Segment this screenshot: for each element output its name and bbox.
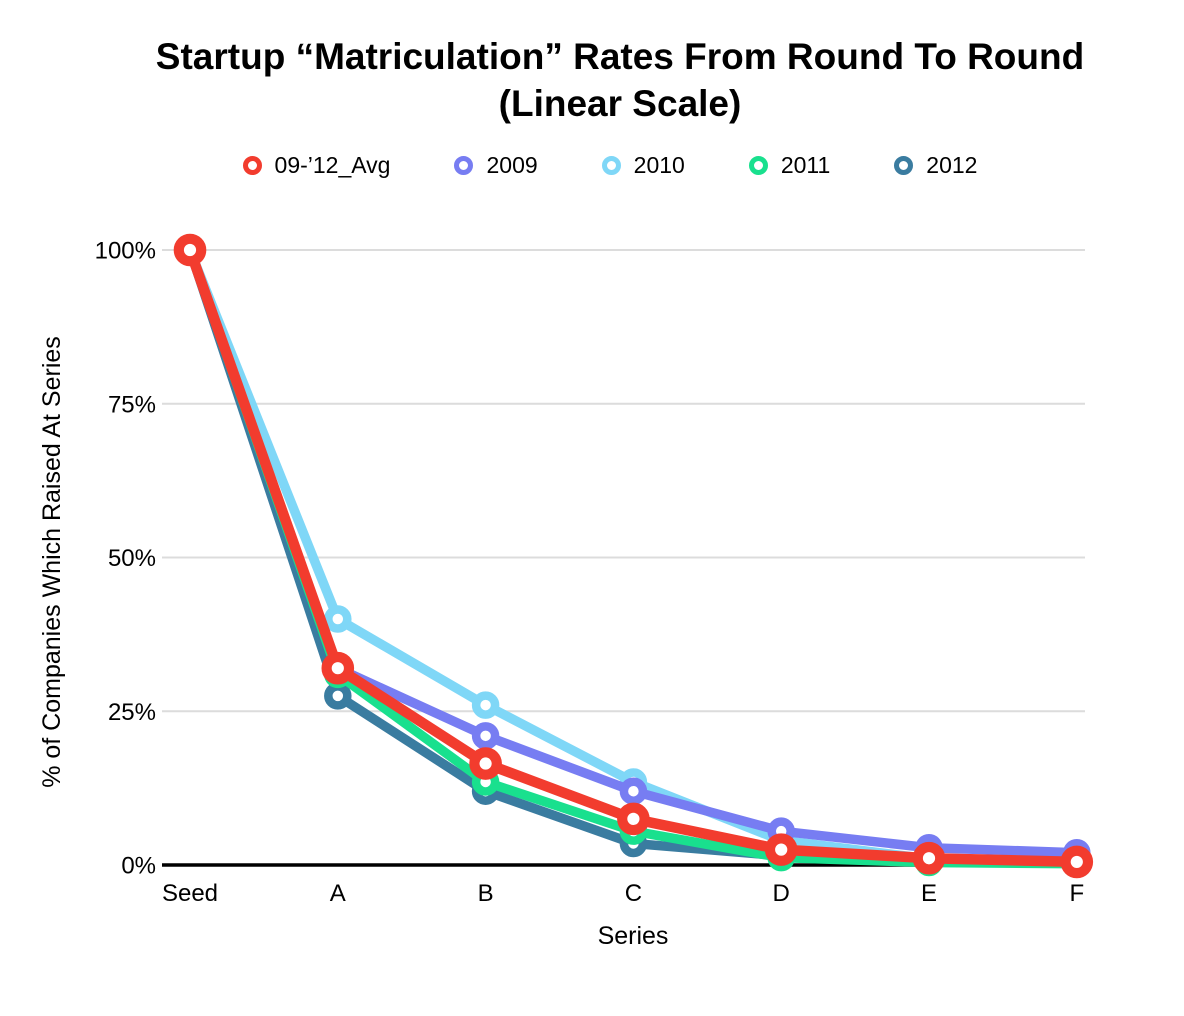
point-09-12-avg-d: [764, 833, 798, 866]
x-tick-label-e: E: [921, 880, 937, 907]
y-tick-label: 75%: [108, 391, 156, 418]
gridlines: [162, 249, 1085, 713]
series-09-12-avg: [173, 233, 1094, 879]
axis-tick-labels: 0% 25% 50% 75% 100% Seed A B C D E F: [95, 238, 1085, 908]
y-tick-label: 50%: [108, 545, 156, 572]
y-tick-label: 25%: [108, 699, 156, 726]
legend-item-2009[interactable]: 2009: [454, 152, 538, 179]
x-tick-label-c: C: [625, 880, 642, 907]
point-2009-b: [471, 722, 500, 750]
point-09-12-avg-f: [1060, 845, 1094, 879]
series-line-2009: [185, 245, 1082, 858]
x-tick-label-seed: Seed: [162, 880, 218, 907]
legend-label: 2012: [926, 152, 978, 178]
chart-title: Startup “Matriculation” Rates From Round…: [56, 33, 1184, 127]
x-tick-label-a: A: [330, 880, 346, 907]
point-2012-a: [324, 682, 352, 710]
series-2010: [176, 236, 1091, 875]
chart-title-line1: Startup “Matriculation” Rates From Round…: [155, 36, 1085, 77]
chart-title-line2: (Linear Scale): [498, 83, 742, 124]
legend-marker-icon: [454, 156, 474, 175]
x-tick-label-f: F: [1069, 880, 1084, 907]
x-tick-label-d: D: [773, 880, 790, 907]
legend-marker-icon: [748, 156, 768, 175]
legend-item-2010[interactable]: 2010: [601, 152, 685, 179]
legend-label: 2011: [780, 152, 831, 178]
point-2010-a: [324, 605, 352, 633]
series-layer: [173, 233, 1094, 879]
legend-item-avg[interactable]: 09-’12_Avg: [242, 152, 391, 179]
point-2009-c: [619, 777, 648, 805]
legend: 09-’12_Avg 2009 2010 2011 2012: [36, 152, 1184, 179]
legend-marker-icon: [601, 156, 621, 175]
legend-label: 2009: [486, 152, 538, 178]
y-axis-title: % of Companies Which Raised At Series: [38, 336, 66, 788]
legend-item-2012[interactable]: 2012: [894, 152, 977, 179]
point-2010-b: [471, 691, 500, 719]
x-tick-label-b: B: [478, 880, 494, 907]
point-09-12-avg-e: [912, 841, 946, 875]
y-tick-label: 100%: [95, 238, 156, 265]
point-09-12-avg-a: [321, 651, 355, 685]
y-tick-label: 0%: [121, 853, 156, 880]
point-09-12-avg-b: [469, 747, 502, 780]
x-axis-title: Series: [598, 922, 669, 950]
legend-label: 09-’12_Avg: [274, 152, 391, 178]
legend-marker-icon: [894, 156, 914, 175]
point-09-12-avg-seed: [173, 233, 207, 267]
point-09-12-avg-c: [617, 802, 650, 836]
legend-marker-icon: [242, 156, 262, 175]
legend-label: 2010: [633, 152, 685, 178]
legend-item-2011[interactable]: 2011: [748, 152, 831, 179]
